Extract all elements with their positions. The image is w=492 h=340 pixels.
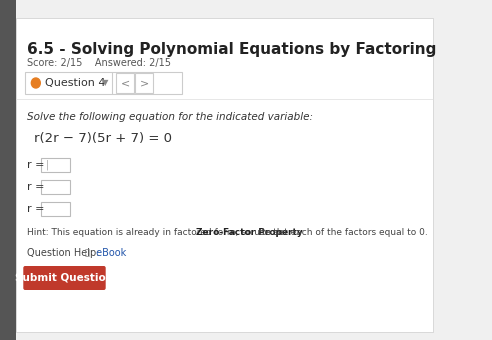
FancyBboxPatch shape (41, 158, 70, 172)
Text: Solve the following equation for the indicated variable:: Solve the following equation for the ind… (27, 112, 313, 122)
Text: |: | (46, 160, 49, 170)
Text: r =: r = (27, 160, 44, 170)
Text: Hint: This equation is already in factored form, so use the: Hint: This equation is already in factor… (27, 228, 291, 237)
Text: Submit Question: Submit Question (15, 273, 114, 283)
Text: <: < (121, 78, 130, 88)
FancyBboxPatch shape (16, 18, 432, 332)
Text: r =: r = (27, 182, 44, 192)
FancyBboxPatch shape (25, 72, 182, 94)
FancyBboxPatch shape (117, 73, 134, 93)
Text: Zero-Factor Property: Zero-Factor Property (196, 228, 303, 237)
Text: 📖: 📖 (84, 248, 89, 257)
FancyBboxPatch shape (135, 73, 153, 93)
Circle shape (31, 78, 40, 88)
Text: r(2r − 7)(5r + 7) = 0: r(2r − 7)(5r + 7) = 0 (34, 132, 172, 145)
Text: Question Help:: Question Help: (27, 248, 102, 258)
Text: ▼: ▼ (101, 79, 108, 87)
Text: Score: 2/15    Answered: 2/15: Score: 2/15 Answered: 2/15 (27, 58, 171, 68)
FancyBboxPatch shape (23, 266, 106, 290)
FancyBboxPatch shape (41, 180, 70, 194)
Text: r =: r = (27, 204, 44, 214)
Text: to set each of the factors equal to 0.: to set each of the factors equal to 0. (259, 228, 428, 237)
Text: Question 4: Question 4 (45, 78, 105, 88)
Text: eBook: eBook (93, 248, 126, 258)
FancyBboxPatch shape (0, 0, 16, 340)
Text: 6.5 - Solving Polynomial Equations by Factoring: 6.5 - Solving Polynomial Equations by Fa… (27, 42, 436, 57)
FancyBboxPatch shape (41, 202, 70, 216)
Text: >: > (140, 78, 149, 88)
